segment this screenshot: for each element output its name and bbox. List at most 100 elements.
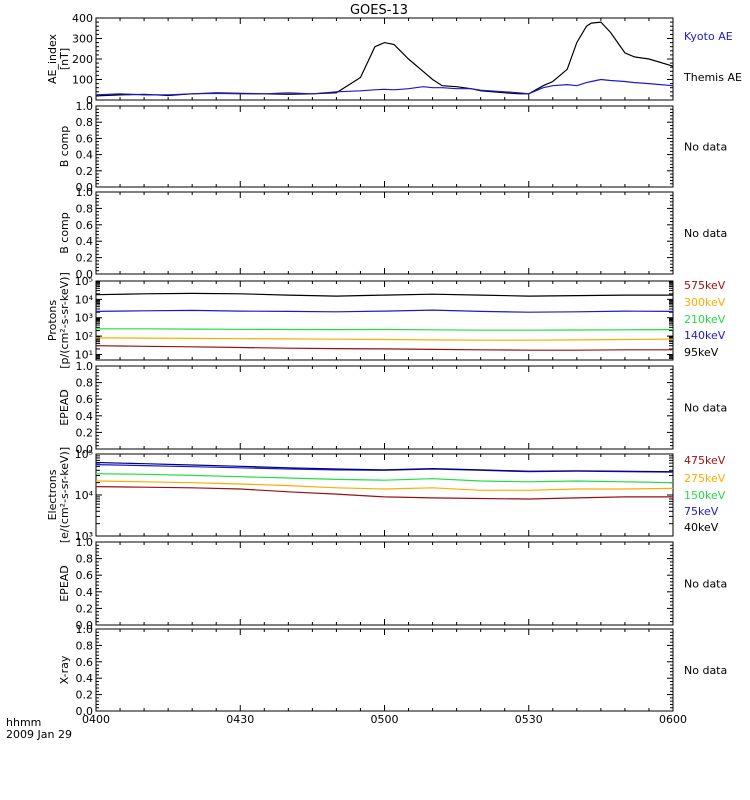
- series-line-40kev: [95, 461, 674, 473]
- y-tick-label: 0.8: [76, 116, 94, 129]
- y-tick-label: 0.2: [76, 689, 94, 702]
- y-tick-label: 0.4: [76, 235, 94, 248]
- panel-epead2: 0.0 0.2 0.4 0.6 0.8 1.0 EPEAD No data: [58, 536, 727, 632]
- y-tick-label: 0.4: [76, 410, 94, 423]
- y-tick-label: 10⁴: [75, 293, 94, 306]
- y-tick-label: 0.0: [76, 619, 94, 632]
- y-tick-label: 0.2: [76, 165, 94, 178]
- no-data-label: No data: [684, 227, 727, 240]
- y-tick-label: 10³: [75, 312, 93, 325]
- legend-item: Kyoto AE: [684, 30, 733, 43]
- y-tick-label: 0.8: [76, 377, 94, 390]
- y-tick-label: 0.4: [76, 672, 94, 685]
- y-tick-label: 0.8: [76, 553, 94, 566]
- y-tick-label: 10²: [75, 330, 93, 343]
- y-axis-label: B comp: [58, 126, 71, 168]
- x-tick-label: 0530: [515, 713, 543, 726]
- series-line-95kev: [95, 292, 673, 297]
- series-line-475kev: [95, 486, 673, 500]
- y-tick-label: 10⁵: [75, 275, 93, 288]
- series-line-575kev: [95, 345, 673, 351]
- x-axis: 0400 0430 0500 0530 0600: [82, 713, 687, 726]
- y-axis-label: Electrons: [46, 469, 59, 520]
- legend-item: 475keV: [684, 454, 726, 467]
- panel-frame: [95, 541, 674, 626]
- legend-item: 95keV: [684, 346, 719, 359]
- y-tick-label: 400: [72, 12, 93, 25]
- panel-ae: 0 100 200 300 400 AE_index [nT] Kyoto AE Themis …: [46, 12, 742, 107]
- series-line-210kev: [96, 328, 674, 331]
- chart-title: GOES-13: [350, 3, 408, 18]
- y-tick-label: 0.6: [76, 393, 94, 406]
- y-tick-label: 10⁴: [75, 489, 94, 502]
- y-tick-label: 10¹: [75, 348, 93, 361]
- y-tick-label: 0.0: [76, 268, 94, 281]
- legend-item: 275keV: [684, 472, 726, 485]
- y-axis-unit-label: [e/(cm²-s-sr-keV)]: [58, 447, 71, 543]
- legend-item: 210keV: [684, 313, 726, 326]
- y-axis-label: Protons: [46, 300, 59, 341]
- y-tick-label: 10³: [75, 530, 93, 543]
- y-tick-label: 0.6: [76, 656, 94, 669]
- y-tick-label: 1.0: [76, 536, 94, 549]
- y-axis-unit-label: [nT]: [58, 48, 71, 70]
- y-axis-unit-label: [p/(cm²-s-sr-keV)]: [58, 272, 71, 369]
- panel-frame: [95, 17, 674, 101]
- y-tick-label: 0.2: [76, 602, 94, 615]
- legend-item: 140keV: [684, 329, 726, 342]
- y-tick-label: 100: [72, 74, 93, 87]
- no-data-label: No data: [684, 578, 727, 591]
- y-tick-label: 10⁵: [75, 448, 93, 461]
- x-axis-date-label: 2009 Jan 29: [6, 728, 72, 741]
- y-tick-label: 0.0: [76, 181, 94, 194]
- series-line-275kev: [95, 480, 674, 491]
- y-tick-label: 0.8: [76, 639, 94, 652]
- chart-panels: 0 100 200 300 400 AE_index [nT] Kyoto AE Themis …: [46, 12, 742, 718]
- y-axis-label: EPEAD: [58, 389, 71, 426]
- y-axis-label: B comp: [58, 212, 71, 254]
- legend-item: 75keV: [684, 505, 719, 518]
- panel-bcomp2: 0.0 0.2 0.4 0.6 0.8 1.0 B comp No data: [58, 186, 727, 281]
- y-axis-label: EPEAD: [58, 565, 71, 602]
- series-line-150kev: [95, 473, 674, 484]
- y-tick-label: 1.0: [76, 186, 94, 199]
- panel-frame: [95, 365, 674, 450]
- no-data-label: No data: [684, 402, 727, 415]
- y-tick-label: 0.4: [76, 149, 94, 162]
- x-tick-label: 0400: [82, 713, 110, 726]
- panel-frame: [95, 105, 674, 188]
- y-tick-label: 1.0: [76, 100, 94, 113]
- x-tick-label: 0600: [659, 713, 687, 726]
- series-line-300kev: [95, 337, 674, 341]
- x-axis-unit-label: hhmm: [6, 716, 41, 729]
- y-tick-label: 0.6: [76, 219, 94, 232]
- panel-bcomp1: 0.0 0.2 0.4 0.6 0.8 1.0 B comp No data: [58, 100, 727, 194]
- y-tick-label: 0.6: [76, 132, 94, 145]
- series-line-themis-ae: [95, 21, 674, 97]
- y-tick-label: 1.0: [76, 623, 94, 636]
- legend-item: 40keV: [684, 521, 719, 534]
- y-tick-label: 0.6: [76, 569, 94, 582]
- y-tick-label: 0.0: [76, 443, 94, 456]
- y-tick-label: 200: [72, 53, 93, 66]
- y-tick-label: 300: [72, 33, 93, 46]
- y-tick-label: 0.2: [76, 426, 94, 439]
- panel-electrons: 10³ 10⁴ 10⁵ Electrons [e/(cm²-s-sr-keV)] 475k…: [46, 447, 726, 543]
- panel-protons: 10¹ 10² 10³ 10⁴ 10⁵ Protons [p/(cm²-s-sr-keV)]…: [46, 272, 726, 369]
- legend-item: Themis AE: [683, 71, 742, 84]
- y-tick-label: 1.0: [76, 360, 94, 373]
- no-data-label: No data: [684, 664, 727, 677]
- x-tick-label: 0430: [226, 713, 254, 726]
- panel-epead1: 0.0 0.2 0.4 0.6 0.8 1.0 EPEAD No data: [58, 360, 727, 456]
- x-tick-label: 0500: [371, 713, 399, 726]
- y-tick-label: 0.4: [76, 586, 94, 599]
- panel-frame: [95, 628, 674, 712]
- y-tick-label: 0.2: [76, 252, 94, 265]
- panel-frame: [95, 280, 674, 361]
- y-axis-label: AE_index: [46, 33, 59, 84]
- legend-item: 150keV: [684, 489, 726, 502]
- no-data-label: No data: [684, 141, 727, 154]
- legend-item: 300keV: [684, 296, 726, 309]
- series-line-140kev: [95, 309, 674, 313]
